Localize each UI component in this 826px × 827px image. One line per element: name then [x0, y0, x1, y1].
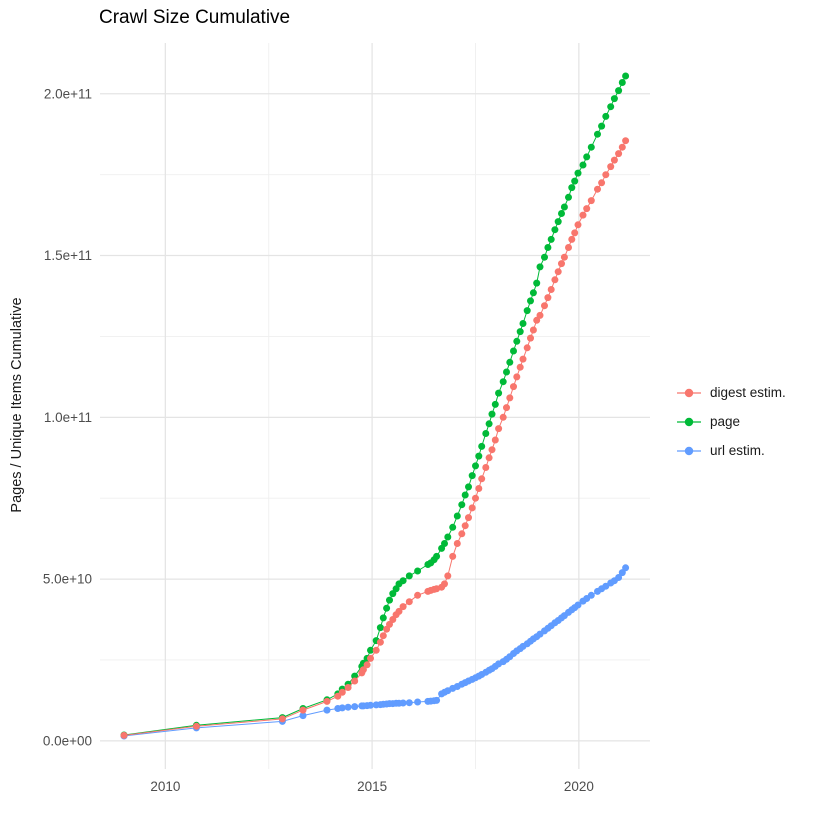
- svg-text:2.0e+11: 2.0e+11: [44, 86, 92, 101]
- x-axis-tick-labels: 2010 2015 2020: [150, 779, 594, 794]
- svg-text:5.0e+10: 5.0e+10: [43, 572, 92, 587]
- legend-key-point-icon: [677, 446, 701, 455]
- legend-item-url-estim: url estim.: [676, 436, 786, 465]
- svg-text:1.0e+11: 1.0e+11: [44, 410, 92, 425]
- legend-item-label: page: [710, 414, 741, 429]
- legend-item-label: digest estim.: [710, 385, 786, 400]
- svg-text:2015: 2015: [357, 779, 387, 794]
- y-axis-title: Pages / Unique Items Cumulative: [9, 297, 25, 513]
- svg-text:0.0e+00: 0.0e+00: [43, 733, 92, 748]
- legend-key-point-icon: [677, 388, 701, 397]
- legend-key-point-icon: [677, 417, 701, 426]
- svg-text:2010: 2010: [150, 779, 180, 794]
- grid-major: [100, 43, 650, 769]
- legend: digest estim. page url estim.: [676, 378, 786, 465]
- series-digest-estim: [120, 137, 630, 739]
- series-page: [120, 72, 630, 739]
- grid-minor: [100, 43, 650, 769]
- legend-item-label: url estim.: [710, 443, 765, 458]
- chart-title: Crawl Size Cumulative: [99, 7, 291, 28]
- series-url-estim: [120, 564, 630, 740]
- svg-text:1.5e+11: 1.5e+11: [44, 248, 92, 263]
- y-axis-tick-labels: 0.0e+00 5.0e+10 1.0e+11 1.5e+11 2.0e+11: [43, 86, 92, 748]
- legend-item-digest-estim: digest estim.: [676, 378, 786, 407]
- svg-text:2020: 2020: [564, 779, 594, 794]
- legend-item-page: page: [676, 407, 786, 436]
